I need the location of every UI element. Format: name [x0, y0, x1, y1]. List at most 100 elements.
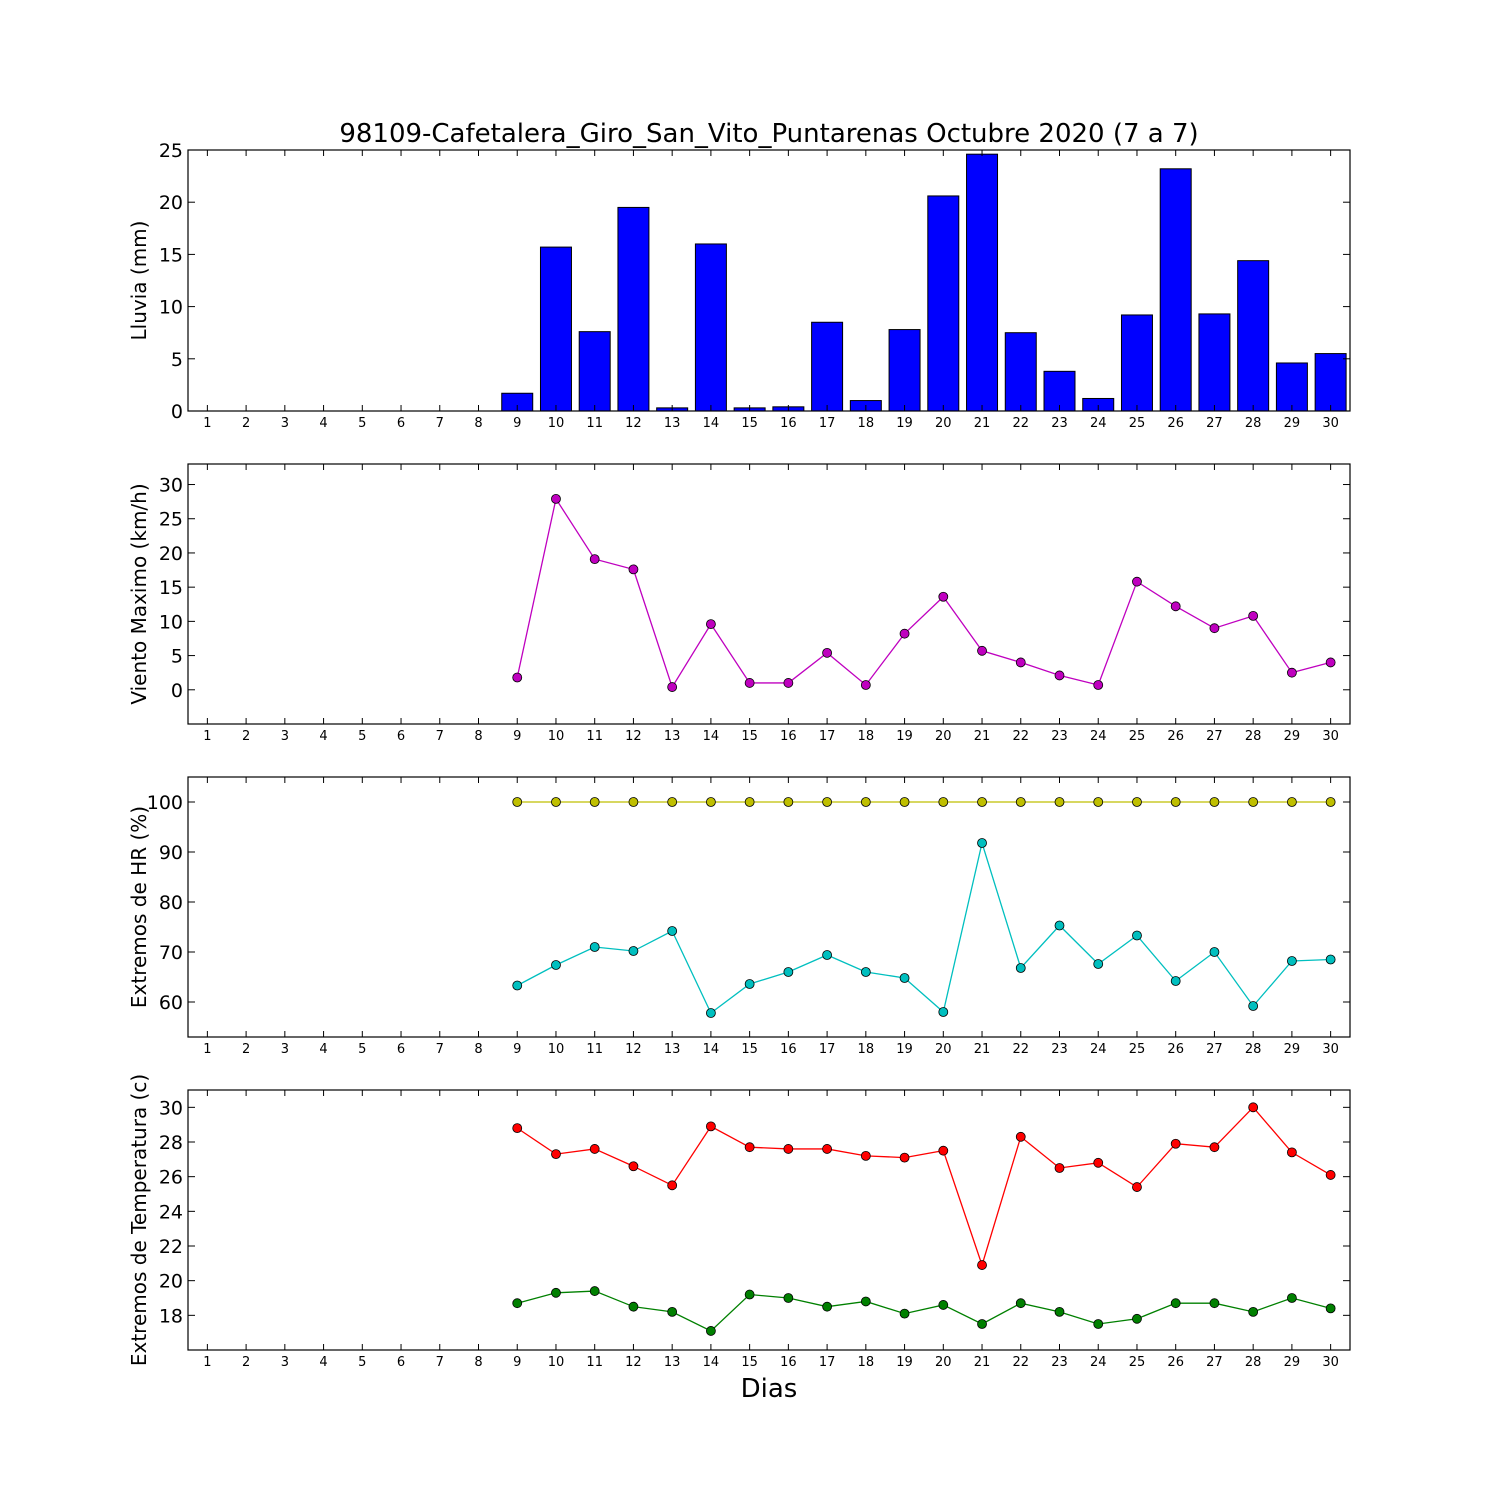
temperature-point: [667, 1180, 678, 1191]
rain-ytick-label: 15: [159, 244, 183, 266]
wind-xtick-label: 20: [935, 729, 952, 744]
rain-xtick-label: 27: [1206, 416, 1223, 431]
temperature-point: [1132, 1313, 1142, 1324]
humidity-ytick-label: 60: [159, 992, 183, 1014]
rain-xtick-label: 10: [548, 416, 565, 431]
wind-xtick-label: 23: [1051, 729, 1068, 744]
temperature-point: [783, 1293, 794, 1303]
humidity-point: [706, 1008, 716, 1018]
rain-bar: [1159, 168, 1192, 412]
temperature-xtick-label: 8: [474, 1355, 482, 1370]
temperature-ylabel: Extremos de Temperatura (c): [127, 1074, 151, 1366]
temperature-xtick-label: 10: [548, 1355, 565, 1370]
temperature-xtick-label: 25: [1129, 1355, 1146, 1370]
humidity-point: [977, 797, 987, 807]
wind-point: [860, 680, 871, 690]
humidity-point: [628, 946, 639, 956]
wind-xtick-label: 18: [858, 729, 875, 744]
wind-xtick-label: 25: [1129, 729, 1146, 744]
temperature-ytick-label: 28: [159, 1132, 183, 1154]
humidity-point: [1132, 930, 1142, 941]
rain-ytick-label: 0: [171, 401, 183, 423]
humidity-xtick-label: 2: [242, 1042, 250, 1057]
rain-xtick-label: 2: [242, 416, 250, 431]
rain-bar: [1237, 260, 1270, 412]
humidity-xtick-label: 21: [974, 1042, 991, 1057]
humidity-xtick-label: 23: [1051, 1042, 1068, 1057]
temperature-xtick-label: 17: [819, 1355, 836, 1370]
rain-bar: [811, 321, 844, 412]
wind-xtick-label: 13: [664, 729, 681, 744]
temperature-xtick-label: 13: [664, 1355, 681, 1370]
wind-xtick-label: 10: [548, 729, 565, 744]
rain-xtick-label: 3: [281, 416, 289, 431]
wind-xtick-label: 5: [358, 729, 366, 744]
humidity-point: [1248, 1001, 1259, 1011]
temperature-xtick-label: 29: [1284, 1355, 1301, 1370]
humidity-point: [589, 797, 600, 807]
wind-xtick-label: 11: [586, 729, 603, 744]
wind-point: [1287, 667, 1297, 678]
rain-xtick-label: 23: [1051, 416, 1068, 431]
wind-point: [551, 493, 561, 504]
humidity-xtick-label: 22: [1012, 1042, 1029, 1057]
temperature-point: [551, 1149, 561, 1160]
rain-xtick-label: 6: [397, 416, 405, 431]
temperature-panel: Extremos de Temperatura (c) 182022242628…: [127, 1074, 1351, 1370]
rain-xtick-label: 9: [513, 416, 521, 431]
temperature-xtick-label: 19: [896, 1355, 913, 1370]
rain-ytick-label: 10: [159, 297, 183, 319]
temperature-xtick-label: 5: [358, 1355, 366, 1370]
rain-xtick-label: 19: [896, 416, 913, 431]
humidity-point: [1093, 797, 1104, 807]
rain-xtick-label: 21: [974, 416, 991, 431]
humidity-point: [551, 960, 561, 970]
humidity-point: [783, 797, 794, 807]
wind-ytick-label: 30: [159, 475, 183, 497]
temperature-point: [589, 1144, 600, 1154]
wind-xtick-label: 19: [896, 729, 913, 744]
temperature-xtick-label: 12: [625, 1355, 642, 1370]
humidity-point: [1054, 797, 1065, 807]
humidity-point: [667, 797, 678, 807]
rain-xtick-label: 5: [358, 416, 366, 431]
humidity-xtick-label: 27: [1206, 1042, 1223, 1057]
x-axis-label: Dias: [741, 1374, 798, 1404]
temperature-xtick-label: 4: [319, 1355, 327, 1370]
humidity-point: [589, 942, 600, 952]
temperature-ytick-label: 18: [159, 1305, 183, 1327]
humidity-point: [1132, 797, 1142, 807]
rain-xtick-label: 1: [203, 416, 211, 431]
rain-xtick-label: 16: [780, 416, 797, 431]
wind-point: [744, 678, 755, 688]
temperature-xtick-label: 3: [281, 1355, 289, 1370]
wind-xtick-label: 12: [625, 729, 642, 744]
humidity-point: [1325, 797, 1336, 807]
temperature-point: [667, 1306, 678, 1317]
rain-xtick-label: 13: [664, 416, 681, 431]
temperature-point: [1170, 1298, 1181, 1309]
wind-xtick-label: 2: [242, 729, 250, 744]
wind-ytick-label: 20: [159, 543, 183, 565]
temperature-xtick-label: 16: [780, 1355, 797, 1370]
humidity-point: [860, 797, 871, 807]
temperature-point: [783, 1144, 794, 1154]
wind-xtick-label: 7: [436, 729, 444, 744]
wind-xtick-label: 6: [397, 729, 405, 744]
temperature-point: [1209, 1142, 1220, 1153]
temperature-point: [1054, 1306, 1065, 1317]
rain-xtick-label: 4: [319, 416, 327, 431]
rain-bar: [1198, 313, 1231, 412]
humidity-xtick-label: 26: [1167, 1042, 1184, 1057]
temperature-xtick-label: 11: [586, 1355, 603, 1370]
wind-xtick-label: 30: [1322, 729, 1339, 744]
temperature-point: [1015, 1298, 1026, 1309]
humidity-point: [512, 980, 523, 991]
wind-point: [667, 682, 678, 692]
wind-ylabel: Viento Maximo (km/h): [127, 483, 151, 704]
temperature-point: [1015, 1131, 1026, 1142]
rain-xtick-label: 22: [1012, 416, 1029, 431]
wind-point: [1015, 657, 1026, 668]
humidity-ytick-label: 90: [159, 842, 183, 864]
